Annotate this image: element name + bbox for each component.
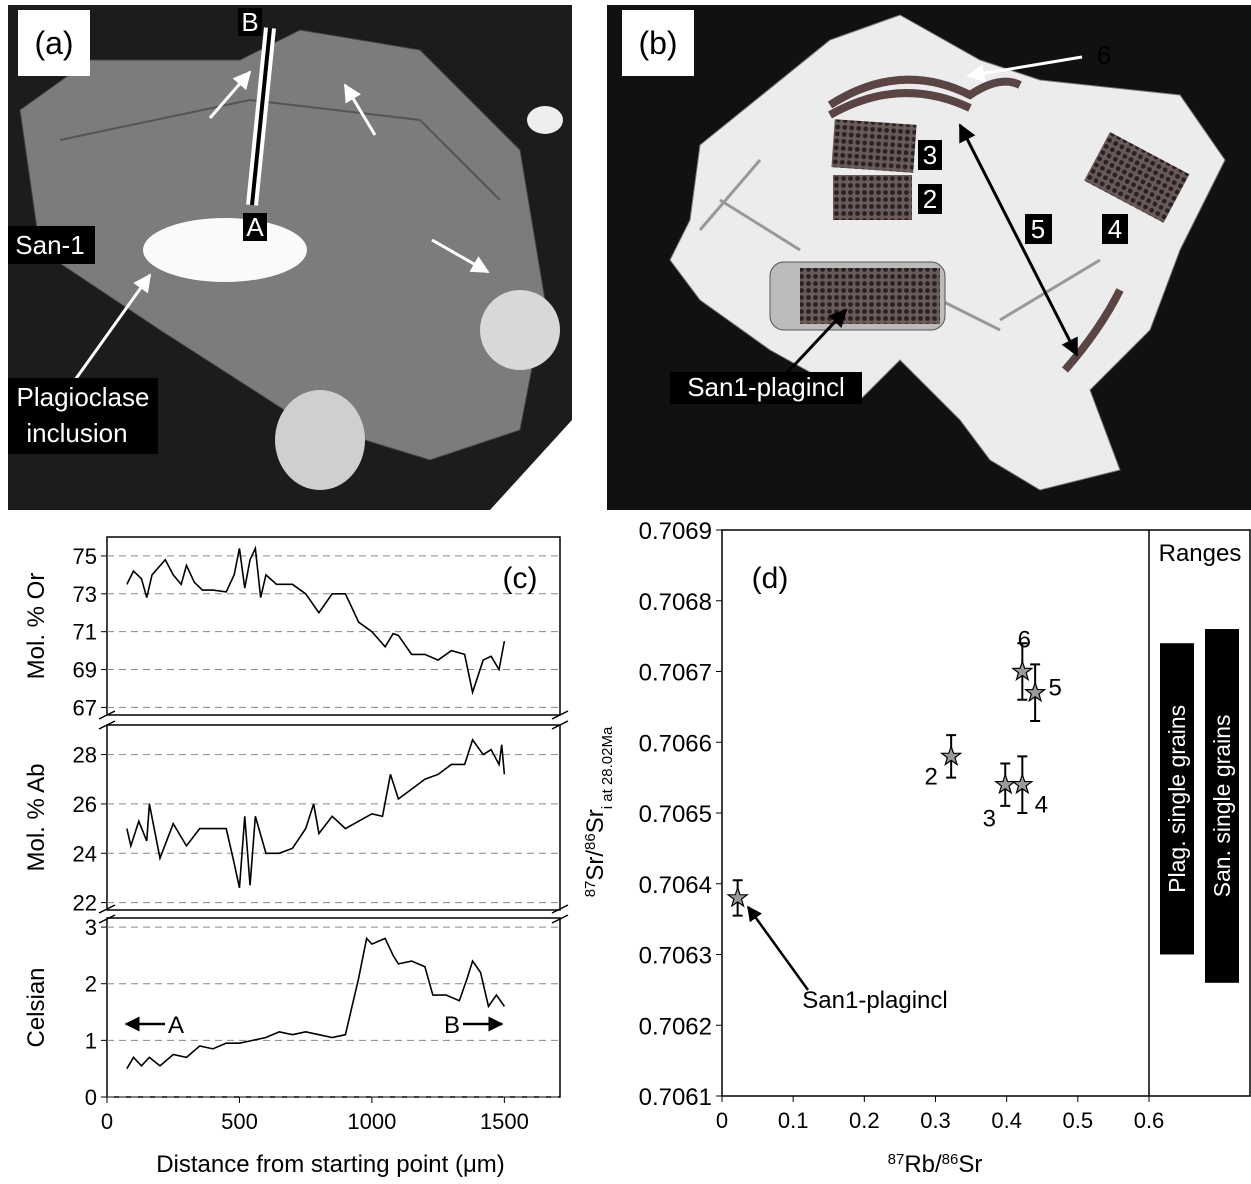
point-label: 6 xyxy=(1018,627,1031,654)
x-tick-label: 0.3 xyxy=(920,1108,951,1133)
range-label: Plag. single grains xyxy=(1164,705,1190,893)
spot-label: 4 xyxy=(1108,214,1122,244)
inclusion-label: San1-plagincl xyxy=(687,372,845,402)
x-tick-label: 500 xyxy=(221,1109,258,1134)
x-axis-label: Distance from starting point (μm) xyxy=(156,1151,505,1178)
axis-label-part: 86 xyxy=(582,833,599,850)
arrow xyxy=(748,907,808,990)
panel-label: (b) xyxy=(638,25,677,61)
spot-label: 5 xyxy=(1031,214,1045,244)
y-tick-label: 0.7068 xyxy=(639,589,712,616)
y-tick-label: 1 xyxy=(85,1028,97,1053)
axis-label-part: 87 xyxy=(582,881,599,898)
inclusion xyxy=(143,218,307,282)
axis-label: 87Rb/86Sr xyxy=(888,1151,983,1179)
y-tick-label: 2 xyxy=(85,972,97,997)
y-tick-label: 26 xyxy=(73,792,97,817)
photo-a: (a) B A San-1 Plagioclase inclusion xyxy=(8,5,572,510)
grain xyxy=(275,390,365,490)
y-tick-label: 0 xyxy=(85,1085,97,1110)
point-label: 4 xyxy=(1035,792,1048,819)
x-tick-label: 0.1 xyxy=(778,1108,809,1133)
y-tick-label: 3 xyxy=(85,915,97,940)
plot-frame xyxy=(107,918,560,1097)
data-line xyxy=(127,938,505,1068)
axis-label-part: i at 28.02Ma xyxy=(599,726,616,809)
axis-label-part: Sr xyxy=(582,809,609,833)
profile-end: A xyxy=(246,212,264,242)
profile-end: B xyxy=(444,1012,460,1039)
x-tick-label: 0.2 xyxy=(849,1108,880,1133)
point-label: 3 xyxy=(983,806,996,833)
x-tick-label: 0.6 xyxy=(1134,1108,1165,1133)
page: (a) B A San-1 Plagioclase inclusion (b) … xyxy=(0,0,1251,1184)
axis-label-part: 86 xyxy=(942,1151,959,1168)
y-tick-label: 0.7065 xyxy=(639,801,712,828)
panel-label: (c) xyxy=(503,562,538,595)
axis-label-part: Rb/ xyxy=(904,1151,942,1178)
y-tick-label: 0.7066 xyxy=(639,730,712,757)
grain xyxy=(527,106,563,134)
ablation-spot xyxy=(831,119,916,173)
y-tick-label: 67 xyxy=(73,695,97,720)
y-tick-label: 73 xyxy=(73,582,97,607)
axis-label: 87Sr/86Sri at 28.02Ma xyxy=(582,726,616,897)
spot-label: 2 xyxy=(923,184,937,214)
axis-break xyxy=(552,715,568,725)
data-line xyxy=(127,740,505,888)
range-label: San. single grains xyxy=(1209,715,1235,898)
crystal-label: San-1 xyxy=(15,230,84,260)
x-tick-label: 0 xyxy=(716,1108,728,1133)
y-tick-label: 71 xyxy=(73,620,97,645)
y-tick-label: 22 xyxy=(73,891,97,916)
x-tick-label: 1500 xyxy=(480,1109,529,1134)
axis-label-part: Sr xyxy=(958,1151,982,1178)
y-tick-label: 0.7067 xyxy=(639,660,712,687)
inclusion-label: inclusion xyxy=(26,418,127,448)
spot-label: 3 xyxy=(923,140,937,170)
x-tick-label: 0.4 xyxy=(991,1108,1022,1133)
y-tick-label: 0.7062 xyxy=(639,1013,712,1040)
spot-label: 6 xyxy=(1097,40,1111,70)
data-line xyxy=(127,548,505,692)
y-tick-label: 0.7061 xyxy=(639,1084,712,1111)
x-tick-label: 1000 xyxy=(347,1109,396,1134)
y-tick-label: 69 xyxy=(73,658,97,683)
x-tick-label: 0.5 xyxy=(1063,1108,1094,1133)
y-tick-label: 0.7063 xyxy=(639,943,712,970)
y-axis-label: Mol. % Ab xyxy=(23,763,50,871)
y-axis-label: Celsian xyxy=(23,967,50,1047)
axis-label-part: 87 xyxy=(888,1151,905,1168)
y-tick-label: 75 xyxy=(73,544,97,569)
y-tick-label: 0.7064 xyxy=(639,872,712,899)
point-label: 5 xyxy=(1048,675,1061,702)
axis-label-part: Sr/ xyxy=(582,850,609,881)
figure: (a) B A San-1 Plagioclase inclusion (b) … xyxy=(0,0,1251,1179)
y-tick-label: 0.7069 xyxy=(639,518,712,545)
y-axis-label: Mol. % Or xyxy=(23,573,50,680)
profile-end: A xyxy=(168,1012,184,1039)
point-label: 2 xyxy=(924,763,937,790)
axis-break xyxy=(99,715,115,725)
ablation-spot xyxy=(800,268,940,324)
grain xyxy=(480,290,560,370)
x-tick-label: 0 xyxy=(101,1109,113,1134)
inclusion-label: Plagioclase xyxy=(17,382,150,412)
panel-label: (d) xyxy=(752,562,789,595)
point-label: San1-plagincl xyxy=(802,987,947,1014)
profile-end: B xyxy=(241,7,258,37)
ablation-spot xyxy=(833,175,912,220)
y-tick-label: 28 xyxy=(73,743,97,768)
photo-b: (b) 6 3 2 4 5 San1-plagincl xyxy=(607,5,1251,510)
panel-label: (a) xyxy=(34,25,73,61)
plot-frame xyxy=(107,537,560,715)
y-tick-label: 24 xyxy=(73,841,97,866)
ranges-title: Ranges xyxy=(1159,540,1242,567)
